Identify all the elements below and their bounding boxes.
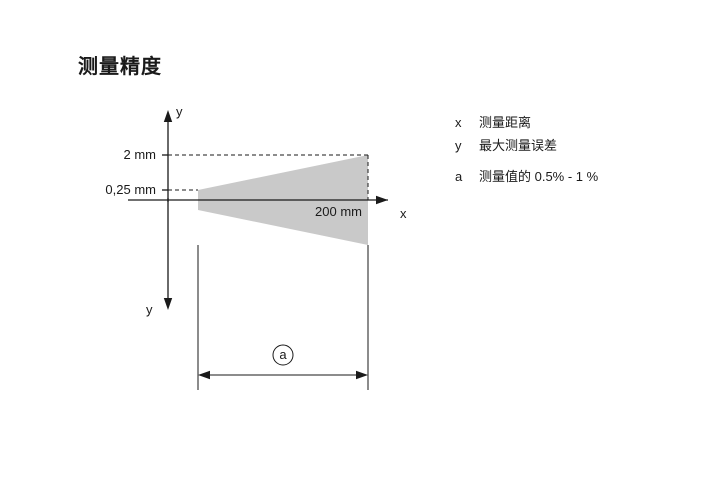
legend-row-x: x 测量距离 bbox=[455, 115, 598, 132]
svg-text:200 mm: 200 mm bbox=[315, 204, 362, 219]
legend: x 测量距离 y 最大测量误差 a 测量值的 0.5% - 1 % bbox=[455, 115, 598, 192]
legend-sym-y: y bbox=[455, 138, 479, 155]
legend-text-a: 测量值的 0.5% - 1 % bbox=[479, 169, 598, 186]
svg-text:a: a bbox=[279, 347, 287, 362]
legend-row-a: a 测量值的 0.5% - 1 % bbox=[455, 169, 598, 186]
legend-row-y: y 最大测量误差 bbox=[455, 138, 598, 155]
svg-text:y: y bbox=[146, 302, 153, 317]
legend-sym-x: x bbox=[455, 115, 479, 132]
svg-text:2 mm: 2 mm bbox=[124, 147, 157, 162]
legend-text-x: 测量距离 bbox=[479, 115, 531, 132]
accuracy-diagram: x y y 2 mm 0,25 mm 200 mm a bbox=[78, 100, 418, 440]
legend-sym-a: a bbox=[455, 169, 479, 186]
page: 测量精度 x 测量距离 y 最大测量误差 a 测量值的 0.5% - 1 % x… bbox=[0, 0, 720, 500]
svg-text:y: y bbox=[176, 104, 183, 119]
page-title: 测量精度 bbox=[78, 50, 162, 79]
legend-text-y: 最大测量误差 bbox=[479, 138, 557, 155]
svg-text:0,25 mm: 0,25 mm bbox=[105, 182, 156, 197]
svg-text:x: x bbox=[400, 206, 407, 221]
